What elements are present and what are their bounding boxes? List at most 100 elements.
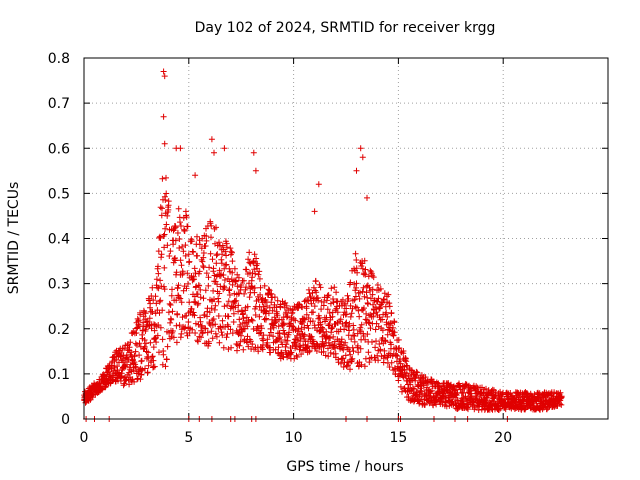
data-point (332, 345, 339, 352)
data-point (350, 326, 357, 333)
data-point (355, 307, 362, 314)
data-point (172, 257, 179, 264)
data-point (195, 300, 202, 307)
data-point (178, 330, 185, 337)
data-point (136, 340, 143, 347)
data-point (327, 349, 334, 356)
data-point (360, 333, 367, 339)
data-point (218, 260, 225, 267)
data-point (343, 311, 350, 318)
data-point (381, 296, 388, 303)
data-point (367, 295, 374, 302)
data-point (230, 310, 237, 317)
data-point (162, 197, 169, 203)
data-point (342, 339, 349, 346)
data-point (343, 363, 350, 370)
data-point (105, 368, 112, 375)
data-point (213, 333, 220, 340)
data-point (130, 367, 137, 374)
data-point (249, 317, 256, 324)
data-point (296, 301, 302, 307)
data-point (359, 288, 366, 295)
data-point (369, 291, 376, 298)
data-point (211, 149, 217, 156)
data-point (229, 269, 236, 276)
data-point (185, 319, 192, 325)
data-point (330, 296, 336, 302)
data-point (196, 282, 203, 289)
data-point (473, 383, 480, 390)
data-point (200, 295, 207, 302)
data-point (325, 292, 332, 299)
data-point (236, 290, 243, 297)
data-point (157, 277, 164, 284)
data-point (310, 309, 317, 316)
data-points (81, 68, 565, 422)
data-point (172, 237, 179, 244)
data-point (243, 266, 250, 273)
data-point (399, 388, 405, 395)
data-point (173, 339, 180, 346)
y-axis-label: SRMTID / TECUs (6, 182, 22, 295)
data-point (207, 220, 214, 227)
data-point (275, 323, 282, 330)
data-point (143, 340, 149, 347)
data-point (179, 243, 186, 250)
data-point (205, 340, 212, 347)
data-point (361, 293, 368, 300)
data-point (391, 329, 398, 336)
data-point (221, 283, 227, 290)
data-point (372, 326, 379, 333)
data-point (218, 329, 225, 336)
data-point (223, 334, 230, 341)
data-point (330, 333, 337, 340)
data-point (265, 286, 272, 293)
data-point (138, 357, 145, 364)
data-point (208, 136, 215, 143)
data-point (169, 328, 176, 334)
data-point (315, 181, 322, 188)
data-point (365, 349, 372, 356)
data-point (260, 337, 267, 344)
data-point (200, 263, 207, 269)
data-point (339, 296, 346, 303)
data-point (442, 393, 449, 400)
data-point (369, 286, 376, 293)
data-point (318, 306, 325, 313)
data-point (151, 327, 158, 334)
data-point (269, 307, 276, 314)
data-point (183, 214, 190, 221)
data-point (305, 286, 312, 293)
data-point (227, 326, 234, 333)
data-point (158, 251, 165, 258)
data-point (362, 271, 369, 278)
data-point (135, 317, 142, 324)
data-point (298, 351, 305, 358)
data-point (173, 322, 180, 329)
data-point (248, 316, 255, 323)
data-point (313, 289, 320, 296)
data-point (236, 316, 243, 323)
data-point (347, 313, 354, 320)
data-point (286, 329, 292, 336)
data-point (253, 255, 260, 262)
data-point (225, 313, 232, 320)
data-point (186, 258, 193, 265)
data-point (157, 204, 164, 211)
data-point (340, 364, 347, 370)
data-point (273, 318, 279, 325)
data-point (362, 266, 369, 273)
data-point (284, 313, 291, 320)
data-point (133, 330, 140, 336)
data-point (199, 235, 206, 242)
y-tick-label: 0.3 (48, 277, 70, 293)
data-point (173, 269, 180, 276)
data-point (282, 347, 289, 354)
data-point (181, 325, 188, 332)
data-point (183, 285, 190, 292)
data-point (312, 277, 319, 284)
data-point (155, 248, 162, 255)
data-point (288, 349, 295, 356)
data-point (206, 320, 213, 327)
data-point (153, 339, 160, 346)
